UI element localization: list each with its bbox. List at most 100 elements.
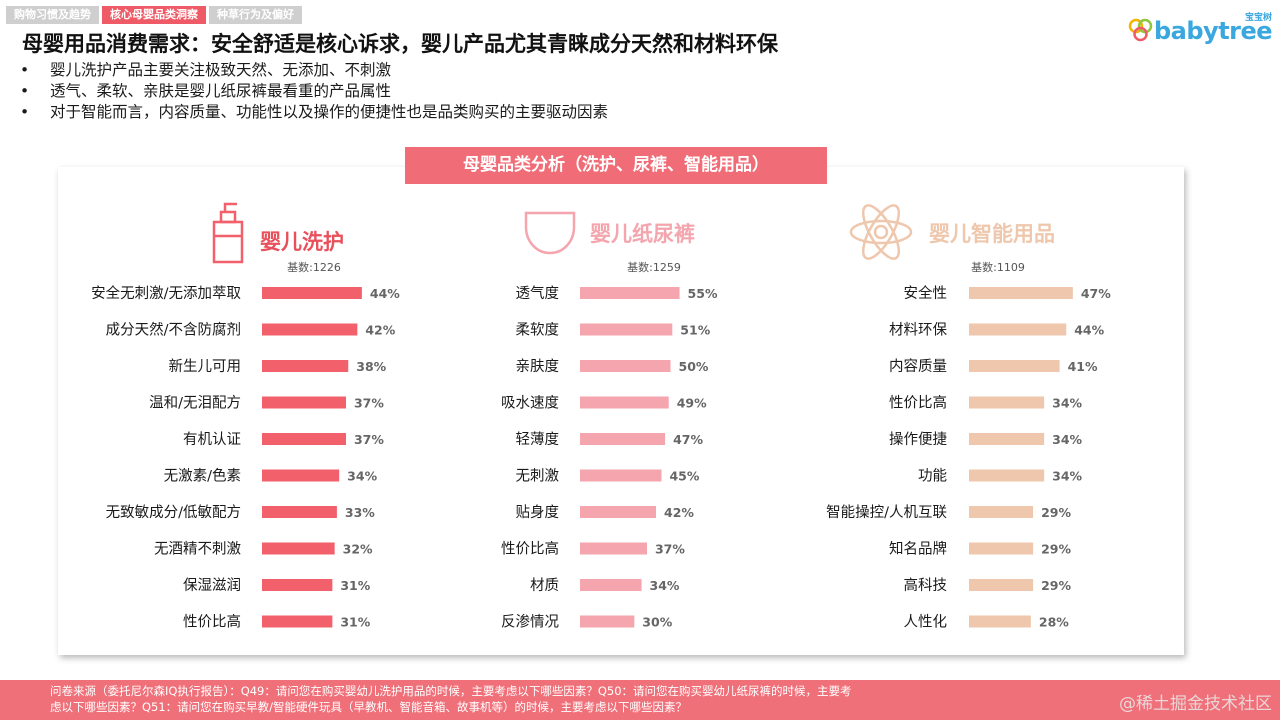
category-label: 性价比高 [889,395,947,412]
section-title: 母婴品类分析（洗护、尿裤、智能用品） [405,147,827,184]
category-label: 无致敏成分/低敏配方 [106,504,241,521]
source-note-line: 问卷来源（委托尼尔森IQ执行报告）：Q49：请问您在购买婴幼儿洗护用品的时候，主… [50,684,852,698]
tab-core-categories[interactable]: 核心母婴品类洞察 [102,6,206,24]
data-label: 29% [1041,505,1071,520]
category-label: 贴身度 [516,504,560,521]
bar [580,615,635,628]
lotion-bottle-icon [212,202,244,264]
tab-shopping-habits[interactable]: 购物习惯及趋势 [6,6,99,24]
data-label: 42% [365,323,395,338]
bar [580,579,642,591]
category-label: 功能 [918,468,947,485]
category-label: 温和/无泪配方 [149,395,241,412]
data-label: 47% [673,432,703,447]
category-label: 安全无刺激/无添加萃取 [91,284,241,302]
source-note: 问卷来源（委托尼尔森IQ执行报告）：Q49：请问您在购买婴幼儿洗护用品的时候，主… [50,683,1000,715]
category-label: 吸水速度 [501,395,559,412]
category-label: 安全性 [904,284,948,302]
category-label: 轻薄度 [516,431,560,448]
babytree-logo-mark-icon [1128,18,1153,42]
bar [969,287,1073,299]
key-finding-item: • 婴儿洗护产品主要关注极致天然、无添加、不刺激 [20,61,392,79]
chart-base-count: 基数:1259 [627,261,681,274]
bar [969,323,1067,336]
key-finding-item: • 对于智能而言，内容质量、功能性以及操作的便捷性也是品类购买的主要驱动因素 [20,103,609,121]
bar [262,542,335,555]
bar [580,542,647,555]
bar [262,323,358,336]
chart-title: 婴儿洗护 [260,230,344,254]
chart-title: 婴儿智能用品 [929,222,1055,246]
data-label: 50% [679,359,709,374]
category-label: 内容质量 [889,358,947,375]
atom-icon [849,204,913,260]
data-label: 37% [655,542,685,557]
tab-seeding-behavior[interactable]: 种草行为及偏好 [209,6,302,24]
bar [262,506,337,518]
babytree-logo: babytree 宝宝树 [1128,10,1273,46]
data-label: 45% [669,469,699,484]
data-label: 51% [680,323,710,338]
bar [580,323,673,336]
bar [580,396,669,409]
logo-cn-text: 宝宝树 [1244,13,1272,23]
category-label: 反渗情况 [501,614,559,631]
data-label: 34% [1052,432,1082,447]
data-label: 31% [340,615,370,630]
category-label: 性价比高 [501,541,559,558]
bar [580,506,657,518]
source-note-line: 虑以下哪些因素？Q51：请问您在购买早教/智能硬件玩具（早教机、智能音箱、故事机… [50,700,688,714]
data-label: 28% [1039,615,1069,630]
data-label: 34% [650,578,680,593]
data-label: 44% [370,286,400,301]
category-label: 无酒精不刺激 [154,541,241,558]
bar [580,469,662,482]
category-label: 柔软度 [516,322,560,339]
data-label: 37% [354,396,384,411]
bar [262,287,362,299]
bar [262,579,333,591]
category-label: 性价比高 [183,614,241,631]
category-label: 成分天然/不含防腐剂 [106,321,241,339]
bar [262,433,346,445]
logo-wordmark: babytree [1154,17,1273,45]
category-label: 智能操控/人机互联 [826,504,947,521]
category-label: 保湿滋润 [183,577,241,594]
bar [580,287,680,299]
watermark: @稀土掘金技术社区 [1119,694,1272,714]
data-label: 29% [1041,542,1071,557]
bar [580,360,671,372]
category-label: 无刺激 [516,468,560,485]
category-label: 材质 [530,577,559,594]
chart-title: 婴儿纸尿裤 [590,222,695,246]
category-label: 操作便捷 [889,431,947,448]
bar [969,542,1034,555]
data-label: 31% [340,578,370,593]
page-title: 母婴用品消费需求：安全舒适是核心诉求，婴儿产品尤其青睐成分天然和材料环保 [22,32,778,56]
key-finding-item: • 透气、柔软、亲肤是婴儿纸尿裤最看重的产品属性 [20,82,392,100]
bar [969,396,1045,409]
diaper-icon [524,211,576,255]
chart-base-count: 基数:1109 [971,261,1025,274]
category-label: 高科技 [904,577,948,594]
data-label: 29% [1041,578,1071,593]
data-label: 32% [343,542,373,557]
chart-card [58,167,1184,655]
category-label: 新生儿可用 [169,358,242,375]
data-label: 44% [1074,323,1104,338]
data-label: 34% [1052,469,1082,484]
key-findings-list: • 婴儿洗护产品主要关注极致天然、无添加、不刺激 • 透气、柔软、亲肤是婴儿纸尿裤最… [20,60,608,123]
category-label: 亲肤度 [516,358,560,375]
category-label: 知名品牌 [889,541,947,558]
bar [580,433,666,445]
data-label: 34% [1052,396,1082,411]
data-label: 41% [1068,359,1098,374]
category-label: 材料环保 [889,322,947,339]
category-label: 无激素/色素 [164,468,241,485]
data-label: 42% [664,505,694,520]
bar [969,433,1045,445]
data-label: 49% [677,396,707,411]
bar [969,615,1031,628]
category-label: 人性化 [904,614,948,631]
data-label: 34% [347,469,377,484]
